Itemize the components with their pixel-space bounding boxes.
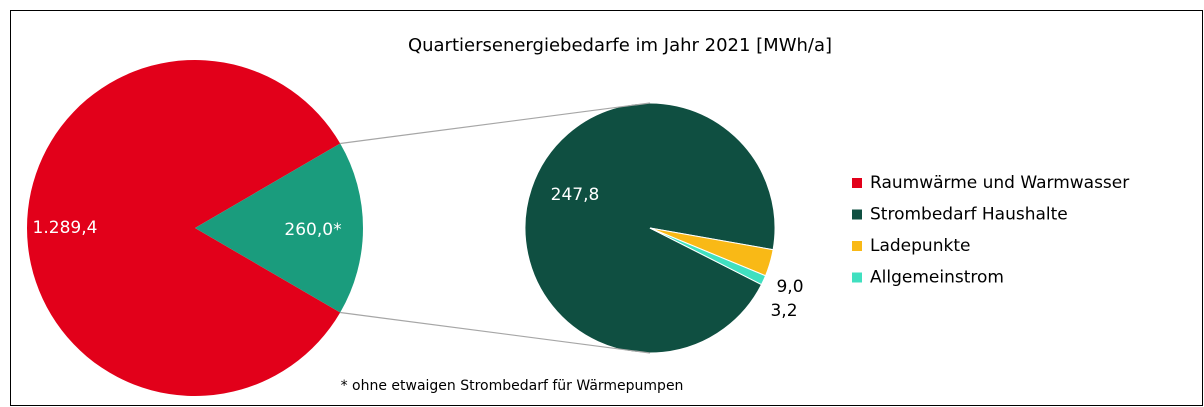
chart-title: Quartiersenergiebedarfe im Jahr 2021 [MW…: [408, 35, 832, 56]
legend-swatch: [852, 178, 862, 188]
data-label: 260,0*: [284, 220, 341, 240]
legend-swatch: [852, 209, 862, 220]
pie-slice: [649, 227, 767, 286]
legend-label: Strombedarf Haushalte: [870, 205, 1068, 225]
legend-label: Allgemeinstrom: [870, 268, 1004, 288]
legend-label: Raumwärme und Warmwasser: [870, 173, 1129, 193]
legend-swatch: [852, 272, 862, 283]
connector-line: [340, 102, 651, 145]
pie-slice: [27, 60, 341, 397]
data-label: 9,0: [776, 277, 803, 297]
data-label: 1.289,4: [33, 218, 98, 238]
data-label: 247,8: [551, 185, 600, 205]
data-label: 3,2: [770, 301, 797, 321]
legend-label: Ladepunkte: [870, 236, 970, 256]
legend-swatch: [852, 241, 862, 251]
footnote: * ohne etwaigen Strombedarf für Wärmepum…: [341, 378, 684, 394]
connector-line: [340, 311, 651, 354]
pie-slice: [195, 143, 364, 313]
